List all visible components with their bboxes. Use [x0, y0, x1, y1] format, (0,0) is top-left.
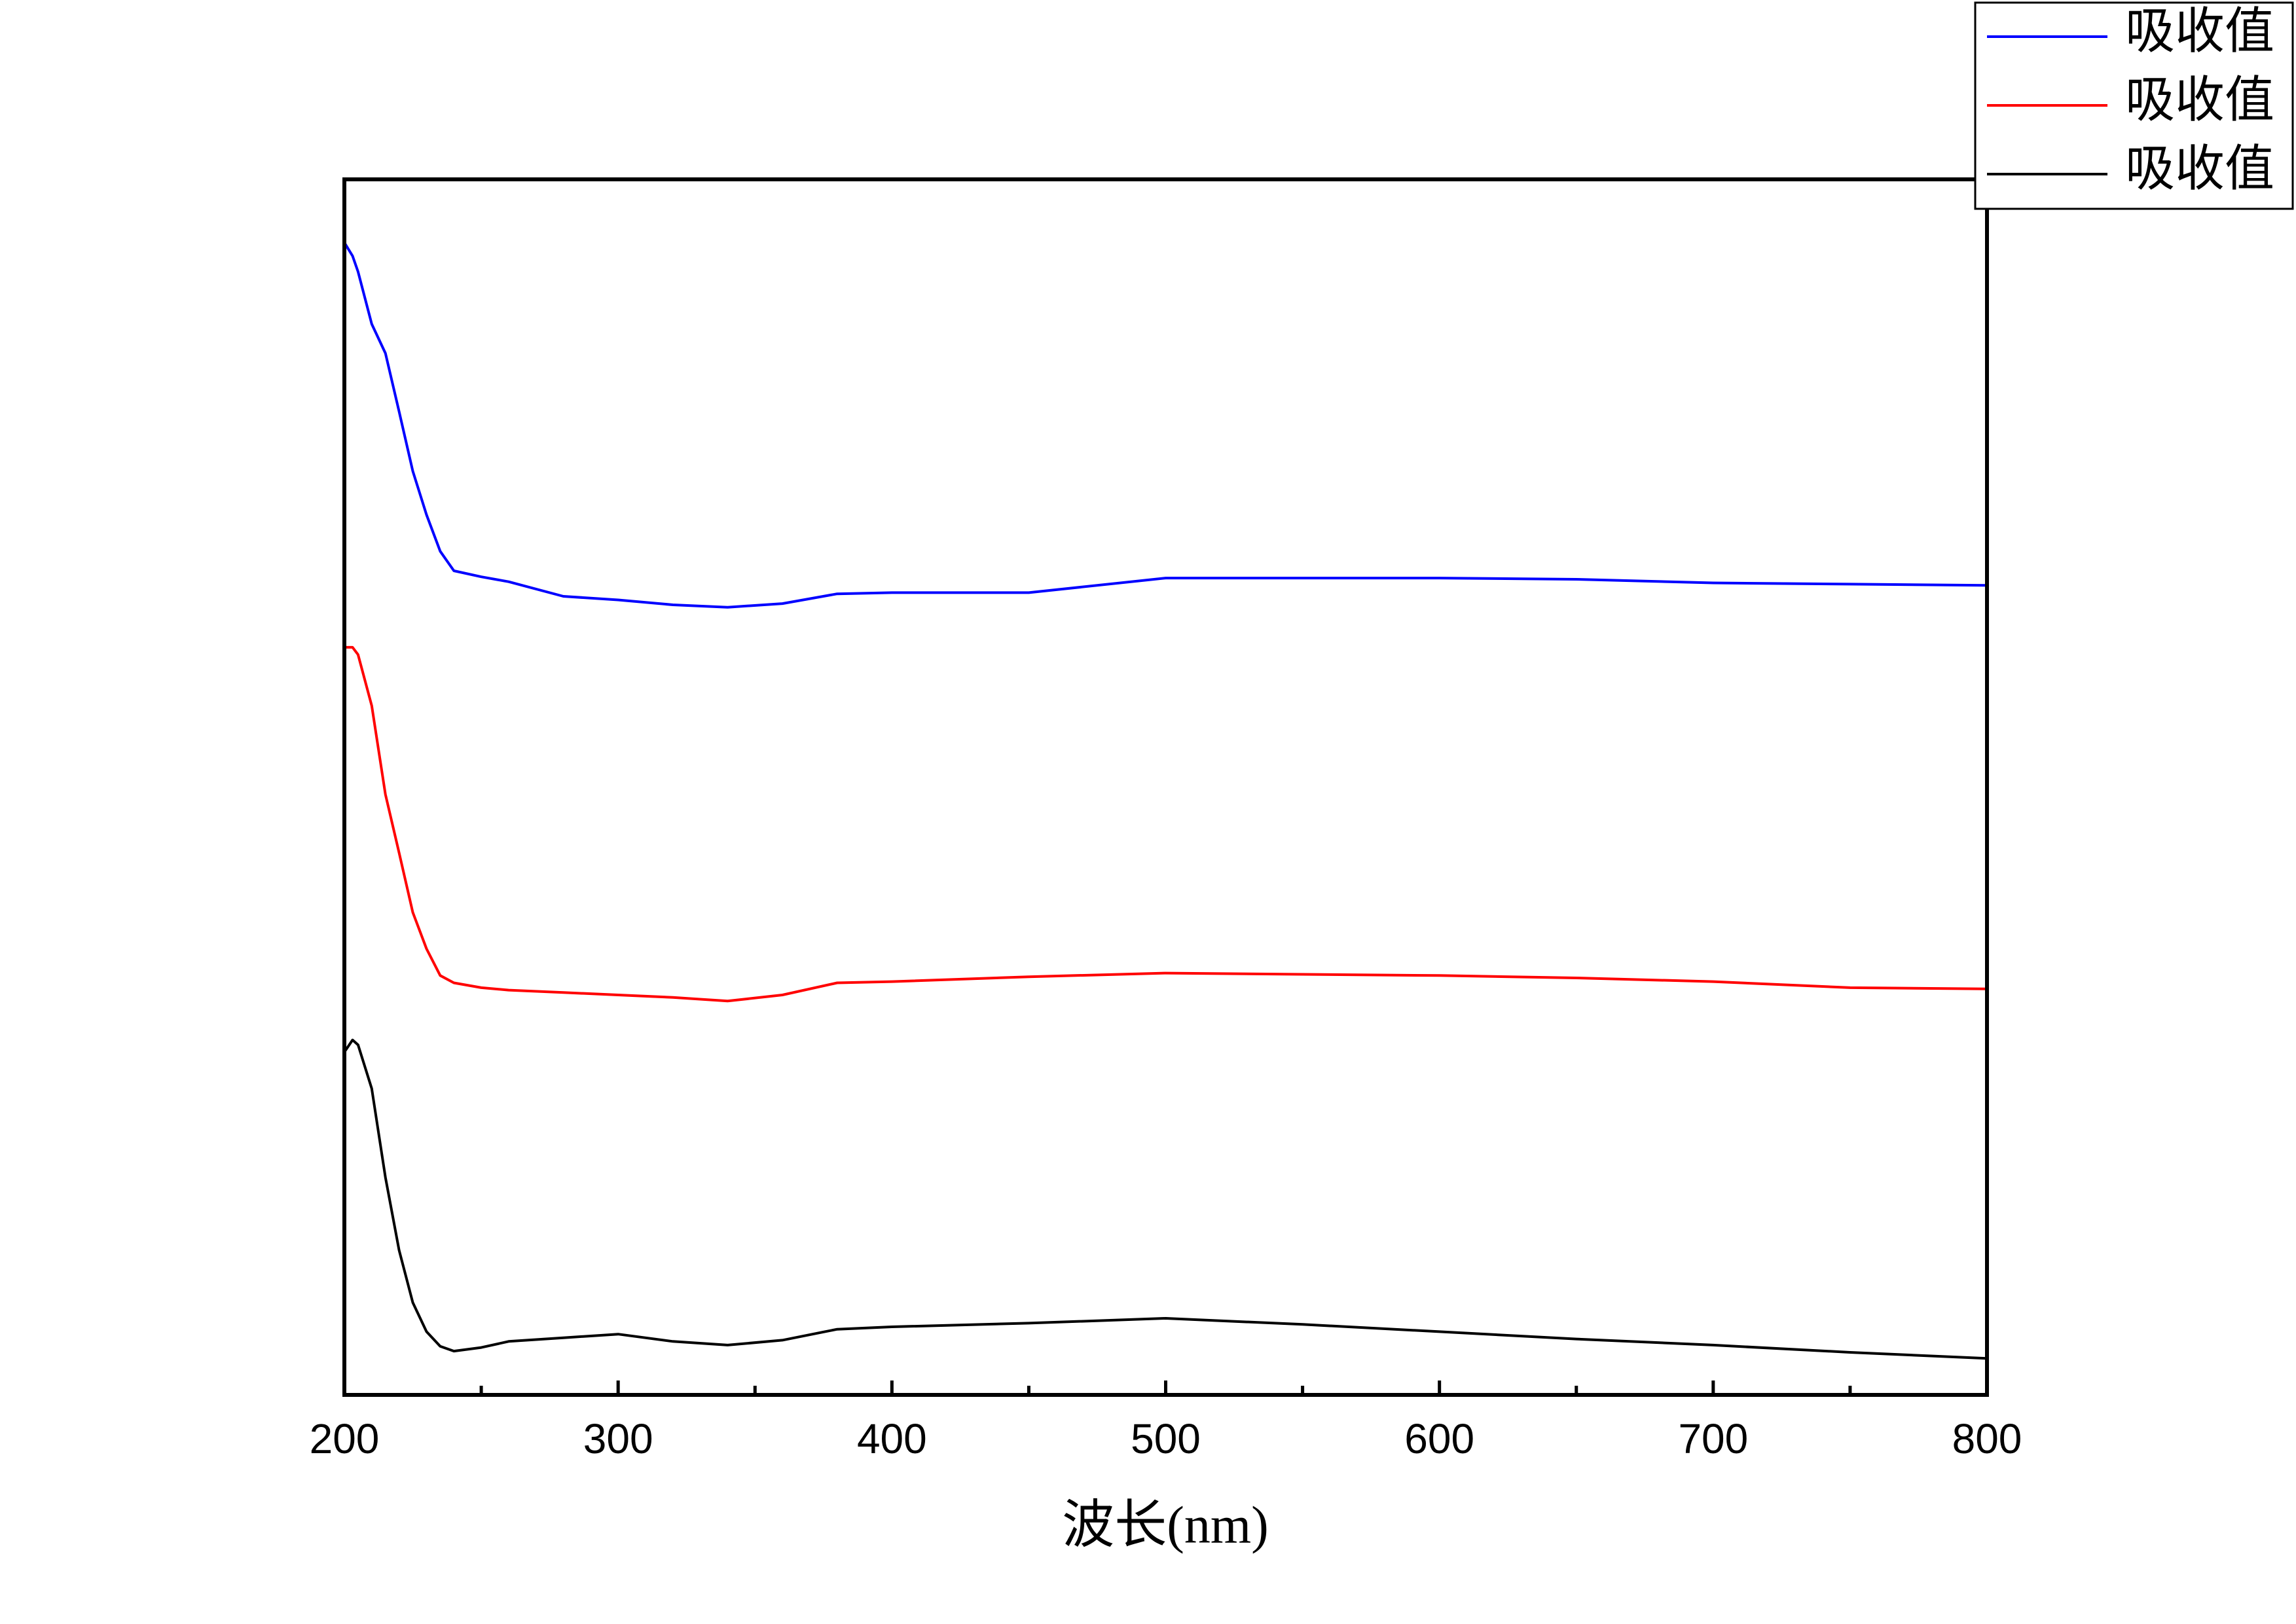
- legend-label: 吸收值: [2125, 141, 2274, 196]
- plot-frame: [342, 177, 1989, 1397]
- series-line: [344, 645, 1988, 1003]
- x-tick-label: 200: [310, 1415, 380, 1462]
- x-tick-label: 300: [583, 1415, 653, 1462]
- x-tick-label: 700: [1678, 1415, 1748, 1462]
- x-tick-label: 800: [1952, 1415, 2022, 1462]
- x-tick-label: 400: [857, 1415, 927, 1462]
- legend-label: 吸收值: [2125, 4, 2274, 59]
- x-axis-label: 波长(nm): [1062, 1496, 1269, 1554]
- series-line: [343, 1038, 1988, 1360]
- series-line: [343, 242, 1988, 609]
- x-tick-label: 600: [1404, 1415, 1474, 1462]
- x-tick-label: 500: [1131, 1415, 1201, 1462]
- legend-label: 吸收值: [2125, 73, 2274, 128]
